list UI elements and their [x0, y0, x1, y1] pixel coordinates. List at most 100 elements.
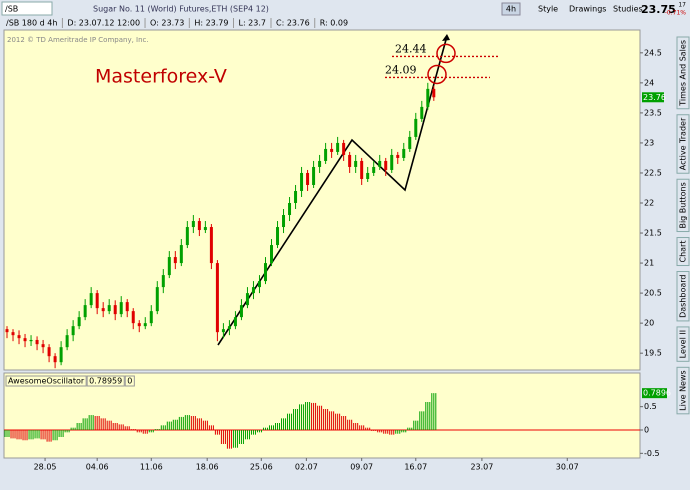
candle-body — [131, 311, 135, 324]
side-tab-box[interactable] — [676, 36, 690, 110]
candle-body — [185, 227, 189, 246]
candle-body — [239, 305, 243, 318]
candle-body — [77, 317, 81, 327]
candle-body — [17, 335, 21, 339]
info-field: /SB 180 d 4h — [6, 19, 57, 28]
side-tab[interactable]: Dashboard — [679, 275, 688, 318]
arrow-head — [442, 34, 450, 41]
candle-body — [432, 88, 436, 98]
x-tick-label: 28.05 — [34, 463, 57, 472]
candle-body — [209, 227, 213, 264]
candle-body — [396, 154, 400, 158]
x-tick-label: 16.07 — [404, 463, 427, 472]
side-tab-box[interactable] — [676, 326, 690, 362]
study-field: 0.78959 — [89, 377, 122, 386]
candle-body — [318, 160, 322, 167]
candle-body — [366, 172, 370, 179]
candle-body — [257, 281, 261, 288]
x-tick-label: 04.06 — [86, 463, 109, 472]
side-tab[interactable]: Live News — [679, 370, 688, 411]
side-tab[interactable]: Active Trader — [679, 117, 688, 170]
candle-body — [47, 347, 51, 357]
candle-body — [95, 293, 99, 309]
candle-body — [137, 323, 141, 327]
candle-body — [107, 305, 111, 312]
candle-body — [167, 257, 171, 276]
study-box — [124, 375, 135, 387]
osc-last-box — [642, 388, 667, 399]
y-tick-label: 22.5 — [644, 168, 662, 177]
study-header: AwesomeOscillator 0.78959 0 — [5, 375, 135, 387]
side-tab[interactable]: Level II — [679, 330, 688, 358]
osc-last-label: 0.7896 — [643, 389, 671, 398]
symbol[interactable]: /SB — [5, 5, 18, 14]
side-tab[interactable]: Times And Sales — [679, 40, 688, 107]
candle-body — [23, 338, 27, 342]
side-tab-box[interactable] — [676, 366, 690, 415]
last-price-label: 23.76 — [643, 93, 666, 102]
candle-body — [41, 344, 45, 348]
change: -0.71% — [665, 10, 687, 17]
candle-body — [245, 293, 249, 306]
info-field: H: 23.79 — [194, 19, 228, 28]
candle-body — [402, 148, 406, 158]
y-tick-label: 24.5 — [644, 48, 662, 57]
last-price-box — [642, 92, 664, 103]
candle-body — [113, 305, 117, 315]
timeframe[interactable]: 4h — [506, 5, 516, 14]
candle-body — [330, 148, 334, 152]
side-tab[interactable]: Chart — [679, 241, 688, 263]
timeframe-btn[interactable] — [501, 2, 521, 16]
x-tick-label: 25.06 — [250, 463, 273, 472]
candle-body — [71, 326, 75, 336]
candle-body — [420, 106, 424, 119]
button[interactable]: Studies — [613, 5, 643, 14]
level-label: 24.44 — [395, 42, 427, 55]
osc-tick-label: 0 — [644, 426, 649, 435]
candle-body — [372, 166, 376, 173]
side-tab-box[interactable] — [676, 271, 690, 322]
button[interactable]: Style — [538, 5, 558, 14]
candle-body — [360, 160, 364, 179]
info-field: L: 23.7 — [238, 19, 266, 28]
button[interactable]: Drawings — [569, 5, 606, 14]
candle-body — [282, 215, 286, 228]
side-tab-box[interactable] — [676, 237, 690, 267]
side-tab-box[interactable] — [676, 178, 690, 233]
candle-body — [11, 332, 15, 336]
candle-body — [384, 160, 388, 170]
level-circle — [427, 64, 447, 85]
candle-body — [348, 154, 352, 167]
x-tick-label: 23.07 — [470, 463, 493, 472]
candle-body — [161, 275, 165, 288]
candle-body — [89, 293, 93, 306]
side-tab-box[interactable] — [676, 114, 690, 174]
candle-body — [300, 172, 304, 191]
candle-body — [270, 245, 274, 264]
candle-body — [101, 308, 105, 312]
candle-body — [294, 190, 298, 204]
candle-body — [378, 160, 382, 167]
candle-body — [342, 142, 346, 155]
candle-body — [149, 311, 153, 324]
candle-body — [59, 347, 63, 363]
candle-body — [276, 227, 280, 246]
study-field: 0 — [127, 377, 132, 386]
y-tick-label: 21.5 — [644, 229, 662, 238]
side-tab[interactable]: Big Buttons — [679, 182, 688, 228]
symbol-box[interactable] — [1, 1, 53, 16]
candle-body — [125, 302, 129, 312]
copyright: 2012 © TD Ameritrade IP Company, Inc. — [7, 36, 149, 44]
candle-body — [29, 339, 33, 342]
x-tick-label: 18.06 — [196, 463, 219, 472]
info-field: R: 0.09 — [320, 19, 348, 28]
chart-title: Masterforex-V — [95, 66, 227, 88]
side-tabs: Times And Sales Active Trader Big Buttons C… — [676, 36, 690, 415]
candle-body — [143, 323, 147, 327]
price-panel — [3, 29, 641, 371]
candle-body — [53, 356, 57, 363]
level-label: 24.09 — [385, 63, 417, 76]
candle-body — [288, 203, 292, 216]
info-field: D: 23.07.12 12:00 — [67, 19, 140, 28]
